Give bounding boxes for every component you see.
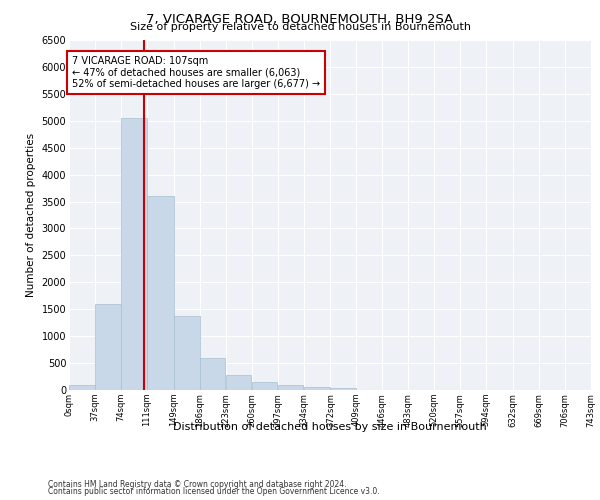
Bar xyxy=(200,358,226,390)
Bar xyxy=(95,304,121,390)
Bar xyxy=(121,118,147,390)
Text: 7, VICARAGE ROAD, BOURNEMOUTH, BH9 2SA: 7, VICARAGE ROAD, BOURNEMOUTH, BH9 2SA xyxy=(146,12,454,26)
Bar xyxy=(226,376,251,390)
Bar xyxy=(331,388,356,390)
Bar xyxy=(147,196,173,390)
Bar xyxy=(252,382,277,390)
Text: 7 VICARAGE ROAD: 107sqm
← 47% of detached houses are smaller (6,063)
52% of semi: 7 VICARAGE ROAD: 107sqm ← 47% of detache… xyxy=(72,56,320,90)
Bar xyxy=(278,386,304,390)
Bar xyxy=(69,384,95,390)
Y-axis label: Number of detached properties: Number of detached properties xyxy=(26,133,36,297)
Text: Contains public sector information licensed under the Open Government Licence v3: Contains public sector information licen… xyxy=(48,488,380,496)
Bar xyxy=(304,387,330,390)
Bar xyxy=(174,316,199,390)
Text: Distribution of detached houses by size in Bournemouth: Distribution of detached houses by size … xyxy=(173,422,487,432)
Text: Contains HM Land Registry data © Crown copyright and database right 2024.: Contains HM Land Registry data © Crown c… xyxy=(48,480,347,489)
Text: Size of property relative to detached houses in Bournemouth: Size of property relative to detached ho… xyxy=(130,22,470,32)
